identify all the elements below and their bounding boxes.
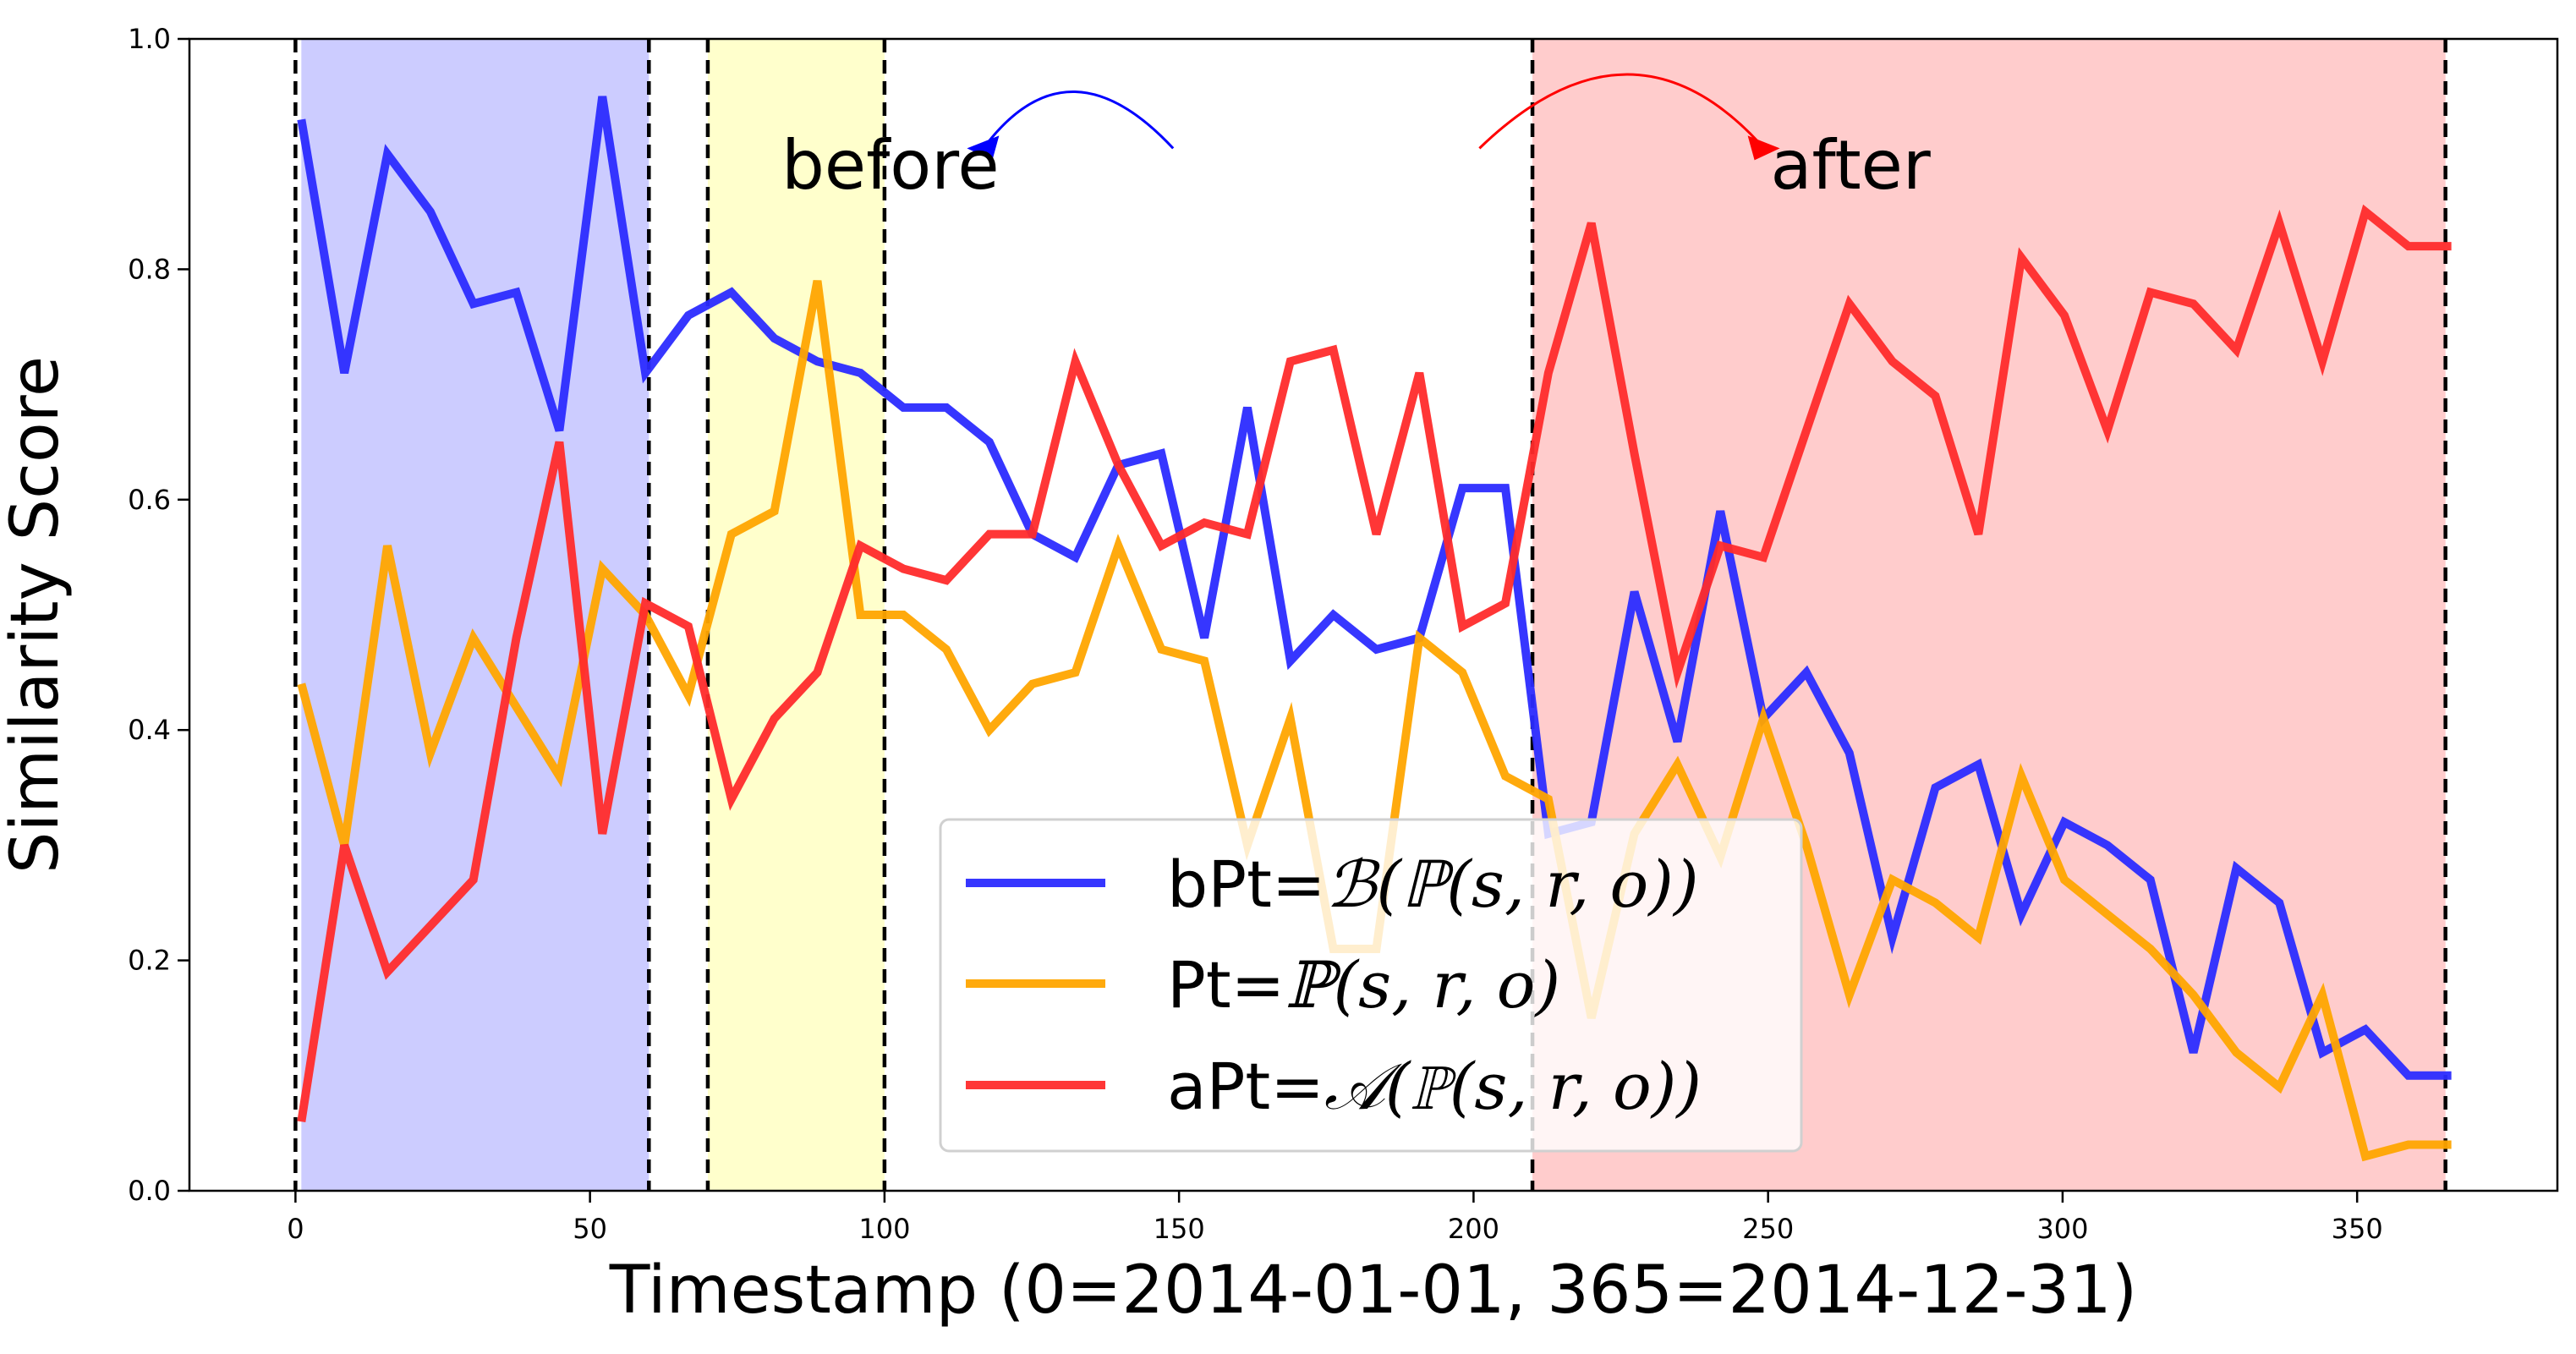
series-line-0	[297, 96, 2452, 1080]
legend-end: (s, r, o))	[1446, 847, 1698, 922]
plot-frame	[188, 37, 2559, 1192]
legend-box	[939, 818, 1803, 1153]
annotation-labels: before after	[781, 126, 1931, 205]
legend-label-1: Pt=ℙ(s, r, o)	[1167, 947, 1560, 1022]
arrow-head-0	[967, 135, 1000, 161]
x-tick-label: 50	[573, 1213, 607, 1245]
x-tick-label: 200	[1448, 1213, 1499, 1245]
y-tick-label: 1.0	[128, 23, 171, 55]
legend-end: (s, r, o)	[1333, 947, 1560, 1022]
legend-label-2: aPt=𝒜(ℙ(s, r, o))	[1167, 1049, 1702, 1124]
arrow-curve-0	[986, 90, 1175, 150]
y-axis-ticks: 0.0 0.2 0.4 0.6 0.8 1.0	[128, 23, 189, 1207]
x-axis-label: Timestamp (0=2014-01-01, 365=2014-12-31)	[609, 1253, 2137, 1329]
legend-tail: (ℙ	[1385, 1049, 1458, 1124]
y-axis-label: Similarity Score	[0, 356, 74, 874]
x-tick-label: 100	[858, 1213, 910, 1245]
annotation-1: after	[1771, 126, 1931, 205]
legend-prefix: bPt=	[1167, 847, 1326, 922]
x-tick-label: 300	[2036, 1213, 2088, 1245]
y-tick-label: 0.4	[128, 714, 171, 746]
series-line-2	[297, 204, 2452, 1123]
legend-script: ℙ	[1285, 947, 1341, 1022]
x-tick-label: 150	[1154, 1213, 1205, 1245]
x-axis-ticks: 0 50 100 150 200 250 300 350	[287, 1191, 2383, 1245]
shaded-region-1	[707, 39, 885, 1191]
legend: bPt=ℬ(ℙ(s, r, o))Pt=ℙ(s, r, o)aPt=𝒜(ℙ(s,…	[939, 818, 1803, 1153]
legend-prefix: aPt=	[1167, 1049, 1324, 1124]
annotation-0: before	[781, 126, 999, 205]
legend-tail: (ℙ	[1376, 847, 1455, 922]
y-tick-label: 0.6	[128, 484, 171, 516]
annotation-arrows	[967, 73, 1780, 161]
y-tick-label: 0.8	[128, 253, 171, 285]
y-tick-label: 0.0	[128, 1175, 171, 1207]
x-tick-label: 250	[1742, 1213, 1794, 1245]
y-tick-label: 0.2	[128, 945, 171, 977]
legend-prefix: Pt=	[1167, 947, 1285, 1022]
x-tick-label: 0	[287, 1213, 304, 1245]
x-tick-label: 350	[2332, 1213, 2383, 1245]
legend-label-0: bPt=ℬ(ℙ(s, r, o))	[1167, 847, 1699, 922]
arrow-head-1	[1747, 135, 1780, 161]
legend-end: (s, r, o))	[1450, 1049, 1702, 1124]
shaded-regions	[301, 39, 2446, 1191]
legend-script: ℬ	[1326, 847, 1381, 922]
arrow-curve-1	[1478, 73, 1761, 150]
